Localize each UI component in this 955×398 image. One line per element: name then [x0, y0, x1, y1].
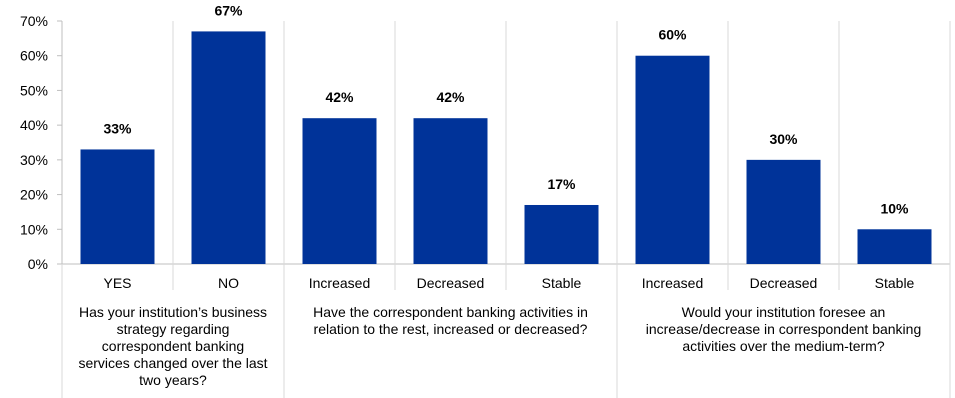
group-question-line: Have the correspondent banking activitie… — [313, 304, 588, 320]
group-separators — [61, 21, 951, 398]
category-labels: YES NO Increased Decreased Stable Increased De… — [103, 275, 914, 291]
category-label: Increased — [309, 275, 370, 291]
group-question-label: Would your institution foresee an increas… — [617, 304, 950, 355]
y-tick-label: 10% — [20, 221, 48, 237]
data-label: 10% — [880, 200, 909, 216]
category-label: NO — [218, 275, 239, 291]
bars — [80, 31, 932, 264]
bar — [635, 55, 710, 264]
group-question-line: strategy regarding — [116, 321, 230, 337]
group-question-line: activities over the medium-term? — [682, 338, 885, 354]
category-label: Decreased — [750, 275, 818, 291]
y-tick-label: 0% — [28, 256, 48, 272]
y-tick-label: 30% — [20, 152, 48, 168]
category-label: Increased — [642, 275, 703, 291]
data-label: 42% — [325, 89, 354, 105]
group-question-line: two years? — [139, 372, 207, 388]
y-tick-label: 40% — [20, 117, 48, 133]
bar — [302, 118, 377, 264]
y-tick-label: 70% — [20, 13, 48, 29]
category-label: Stable — [875, 275, 915, 291]
group-question-line: services changed over the last — [78, 355, 268, 371]
y-tick-label: 20% — [20, 187, 48, 203]
bar — [413, 118, 488, 264]
group-question-line: correspondent banking — [101, 338, 245, 354]
group-question-label: Has your institution’s business strategy … — [62, 304, 284, 389]
y-tick-label: 60% — [20, 48, 48, 64]
category-label: YES — [103, 275, 131, 291]
data-label: 67% — [214, 2, 243, 18]
data-label: 30% — [769, 131, 798, 147]
bar — [524, 204, 599, 264]
group-question-line: increase/decrease in correspondent banki… — [645, 321, 922, 337]
y-tick-label: 50% — [20, 82, 48, 98]
data-label: 60% — [658, 27, 687, 43]
group-question-line: Has your institution’s business — [78, 304, 268, 320]
group-question-line: relation to the rest, increased or decre… — [313, 321, 588, 337]
data-label: 17% — [547, 176, 576, 192]
bar — [191, 31, 266, 264]
group-question-label: Have the correspondent banking activitie… — [284, 304, 617, 338]
group-question-line: Would your institution foresee an — [681, 304, 886, 320]
data-label: 33% — [103, 120, 132, 136]
bar — [857, 229, 932, 264]
bar — [80, 149, 155, 264]
category-label: Decreased — [417, 275, 485, 291]
data-label: 42% — [436, 89, 465, 105]
category-label: Stable — [542, 275, 582, 291]
bar — [746, 159, 821, 264]
data-labels: 33% 67% 42% 42% 17% 60% 30% 10% — [103, 2, 909, 216]
